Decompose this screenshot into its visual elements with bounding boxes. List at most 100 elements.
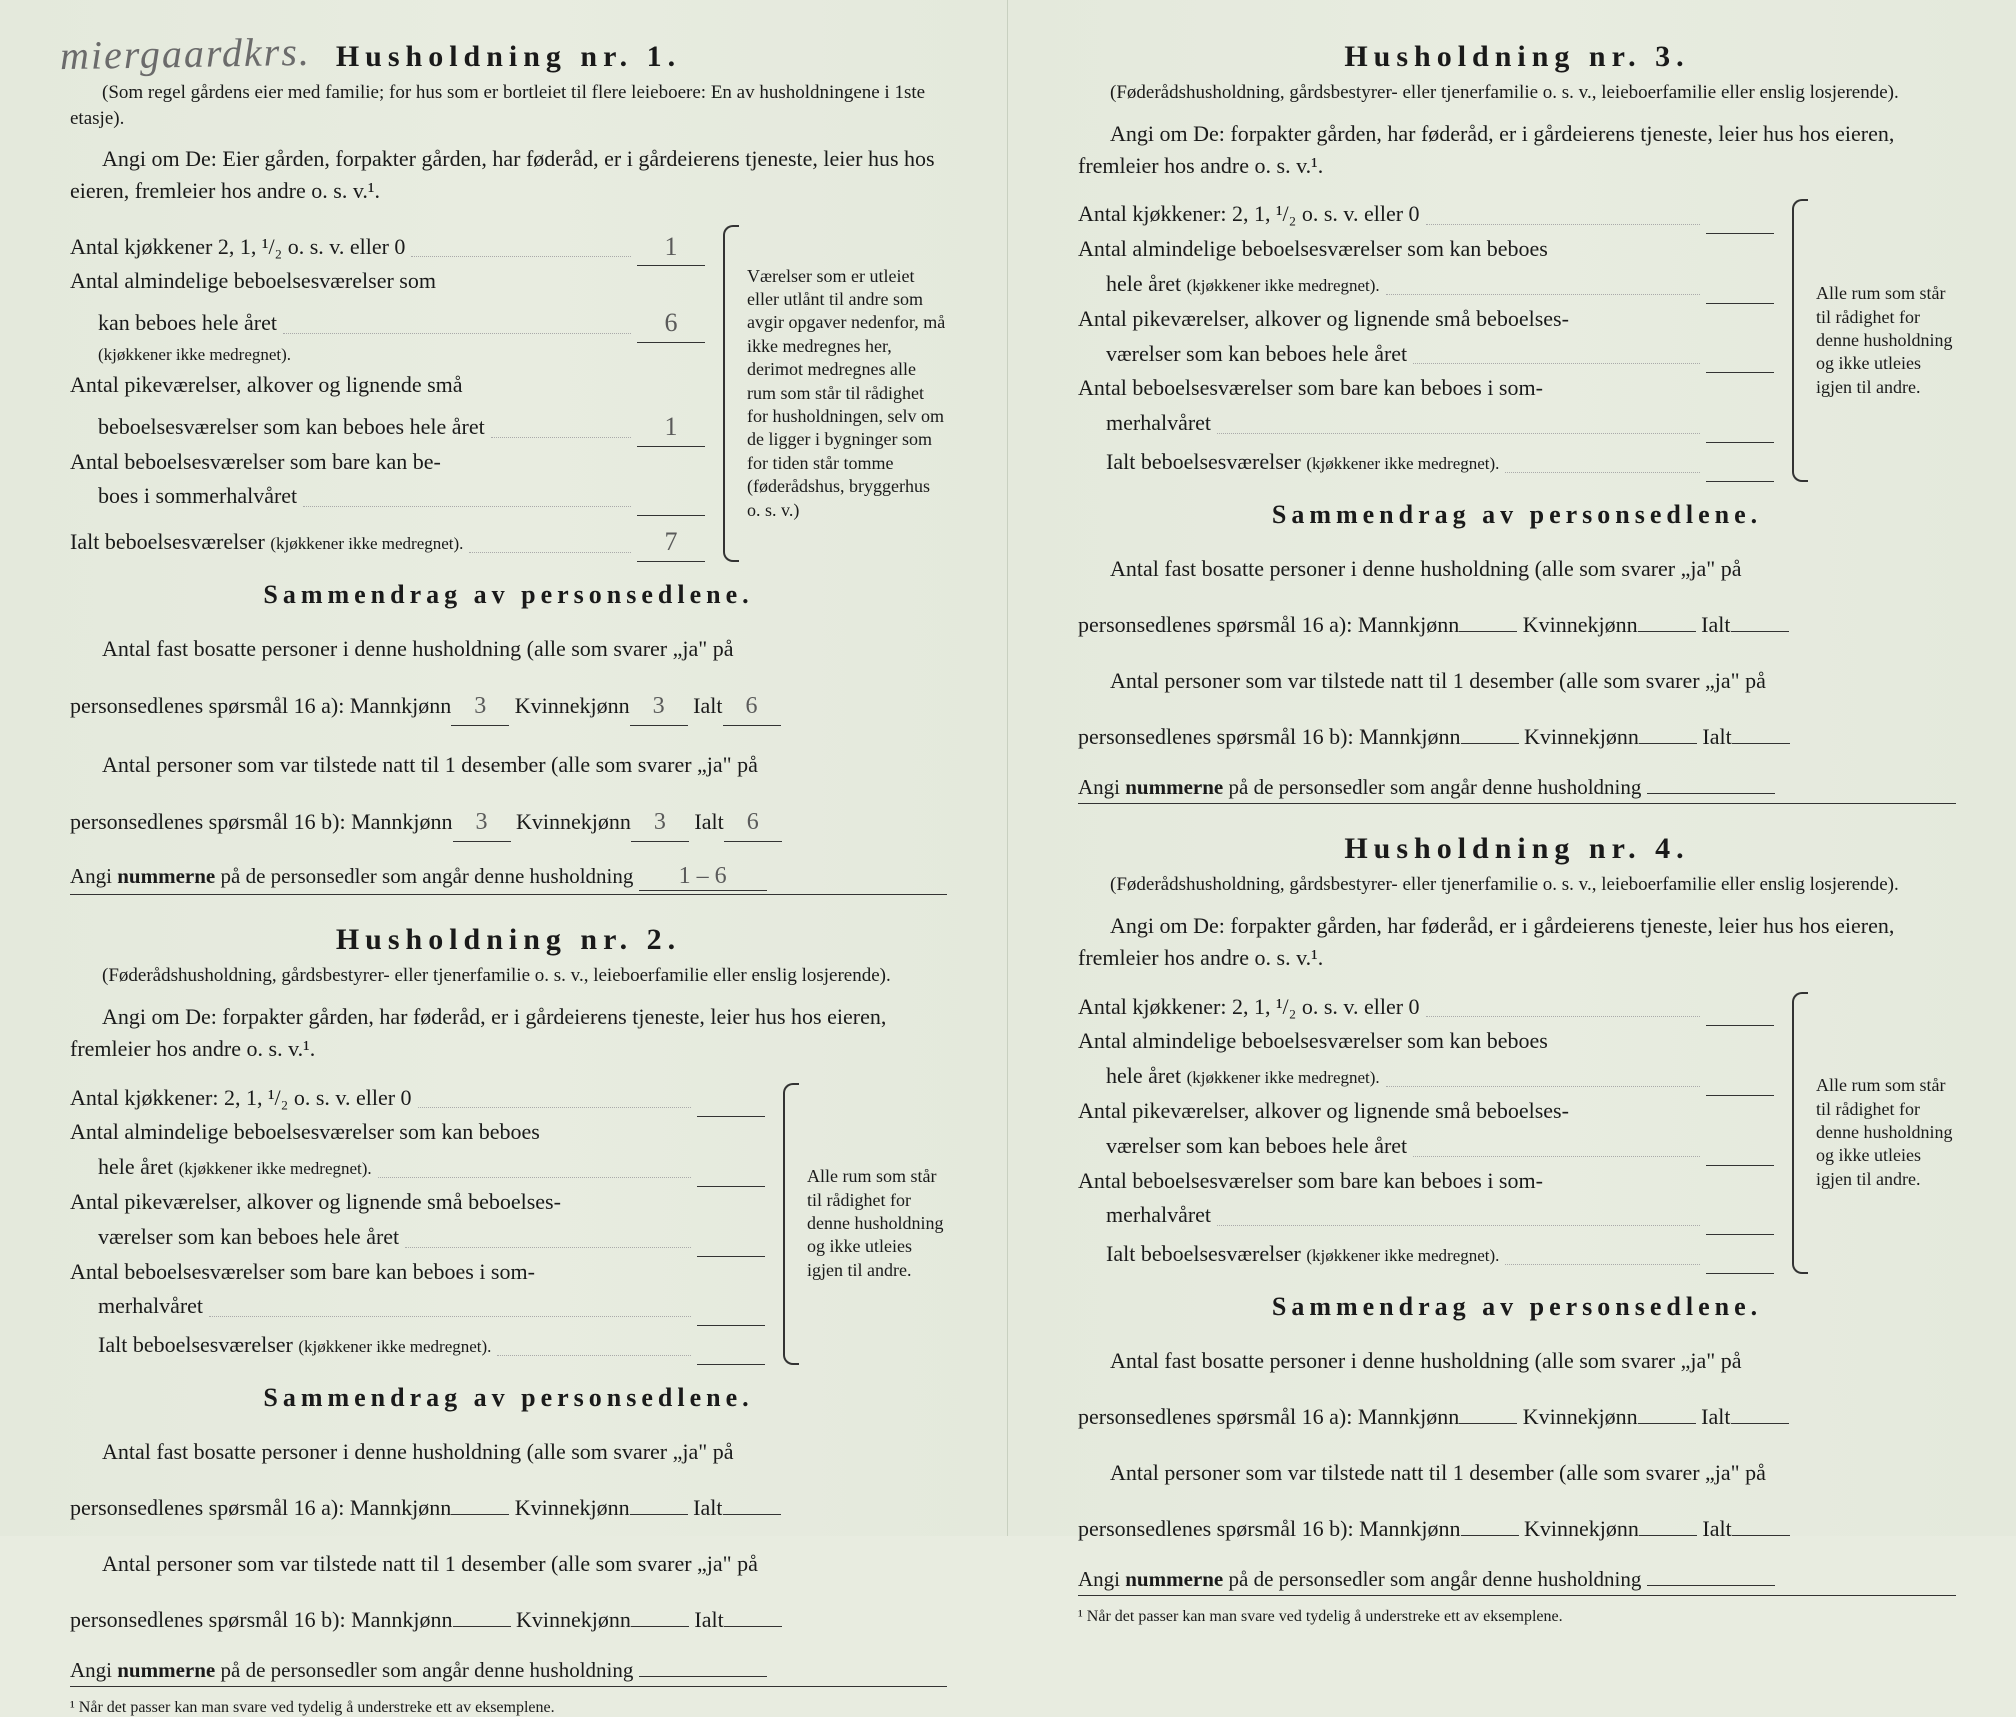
row-sommer-b: merhalvåret [70, 1291, 765, 1322]
footnote-right: ¹ Når det passer kan man svare ved tydel… [1078, 1608, 1956, 1626]
label: (kjøkkener ikke medregnet). [98, 343, 291, 367]
mann-a [451, 1514, 509, 1515]
dots [378, 1177, 691, 1178]
row-pike-a: Antal pikeværelser, alkover og lignende … [1078, 1096, 1774, 1127]
row-alm-b: hele året (kjøkkener ikke medregnet). [1078, 1061, 1774, 1092]
row-pike-a: Antal pikeværelser, alkover og lignende … [70, 1187, 765, 1218]
value-pike [697, 1256, 765, 1257]
row-alm-b: hele året (kjøkkener ikke medregnet). [1078, 269, 1774, 300]
ialt-b [724, 1626, 782, 1627]
household-1-brace-note: Værelser som er utleiet eller utlånt til… [723, 225, 947, 562]
dots [469, 552, 631, 553]
mann-b [1461, 743, 1519, 744]
ialt-b: 6 [724, 804, 782, 842]
summary-16b-text: Antal personer som var tilstede natt til… [70, 748, 947, 782]
value-kjokken: 1 [637, 229, 705, 266]
dots [405, 1247, 691, 1248]
value-pike: 1 [637, 409, 705, 446]
mann-b: 3 [453, 804, 511, 842]
summary-16a-text: Antal fast bosatte personer i denne hush… [70, 1435, 947, 1469]
household-3-rooms: Antal kjøkkener: 2, 1, ¹/₂ o. s. v. elle… [1078, 199, 1956, 481]
handwritten-annotation: miergaardkrs. [60, 28, 312, 79]
label: Antal beboelsesværelser som bare kan beb… [1078, 373, 1543, 404]
nummerne-value [1647, 793, 1775, 794]
label: Antal almindelige beboelsesværelser som [70, 266, 436, 297]
household-1-room-lines: Antal kjøkkener 2, 1, ¹/₂ o. s. v. eller… [70, 225, 705, 562]
dots [1426, 1016, 1700, 1017]
label-kjokken: Antal kjøkkener: 2, 1, ¹/₂ o. s. v. elle… [1078, 199, 1420, 230]
dots [497, 1355, 691, 1356]
row-ialt: Ialt beboelsesværelser (kjøkkener ikke m… [70, 1330, 765, 1361]
kvinne-b [631, 1626, 689, 1627]
kvinne-a: 3 [630, 688, 688, 726]
dots [1217, 433, 1700, 434]
mann-b [453, 1626, 511, 1627]
dots [1386, 1086, 1700, 1087]
label-kjokken: Antal kjøkkener: 2, 1, ¹/₂ o. s. v. elle… [70, 1083, 412, 1114]
row-ialt: Ialt beboelsesværelser (kjøkkener ikke m… [70, 520, 705, 557]
row-sommer-a: Antal beboelsesværelser som bare kan be- [70, 447, 705, 478]
summary-16b-values: personsedlenes spørsmål 16 b): Mannkjønn… [1078, 720, 1956, 754]
label: merhalvåret [98, 1291, 203, 1322]
mann-a [1459, 631, 1517, 632]
label: merhalvåret [1106, 408, 1211, 439]
label-kjokken: Antal kjøkkener: 2, 1, ¹/₂ o. s. v. elle… [1078, 992, 1420, 1023]
value-sommer [697, 1325, 765, 1326]
summary-16b-text: Antal personer som var tilstede natt til… [1078, 664, 1956, 698]
dots [1413, 1156, 1700, 1157]
household-3-title: Husholdning nr. 3. [1078, 40, 1956, 74]
household-4: Husholdning nr. 4. (Føderådshusholdning,… [1078, 832, 1956, 1626]
label: hele året (kjøkkener ikke medregnet). [98, 1152, 372, 1183]
household-2: Husholdning nr. 2. (Føderådshusholdning,… [70, 923, 947, 1717]
household-3: Husholdning nr. 3. (Føderådshusholdning,… [1078, 40, 1956, 804]
household-4-room-lines: Antal kjøkkener: 2, 1, ¹/₂ o. s. v. elle… [1078, 992, 1774, 1274]
label-kjokken: Antal kjøkkener 2, 1, ¹/₂ o. s. v. eller… [70, 232, 405, 263]
household-4-prompt: Angi om De: forpakter gården, har føderå… [1078, 910, 1956, 974]
footnote-left: ¹ Når det passer kan man svare ved tydel… [70, 1699, 947, 1717]
row-pike-a: Antal pikeværelser, alkover og lignende … [70, 370, 705, 401]
label: kan beboes hele året [98, 308, 277, 339]
kvinne-a [1638, 1423, 1696, 1424]
summary-16a-values: personsedlenes spørsmål 16 a): Mannkjønn… [70, 1491, 947, 1525]
kvinne-b: 3 [631, 804, 689, 842]
household-1-rooms: Antal kjøkkener 2, 1, ¹/₂ o. s. v. eller… [70, 225, 947, 562]
summary-16b-text: Antal personer som var tilstede natt til… [70, 1547, 947, 1581]
label: Antal beboelsesværelser som bare kan be- [70, 447, 441, 478]
label: merhalvåret [1106, 1200, 1211, 1231]
household-4-summary-title: Sammendrag av personsedlene. [1078, 1292, 1956, 1322]
page-left: miergaardkrs. Husholdning nr. 1. (Som re… [0, 0, 1008, 1536]
row-alm-b: kan beboes hele året 6 [70, 301, 705, 338]
label: Ialt beboelsesværelser (kjøkkener ikke m… [70, 527, 463, 558]
row-alm-a: Antal almindelige beboelsesværelser som … [1078, 234, 1774, 265]
dots [1426, 224, 1700, 225]
household-1-subtitle: (Som regel gårdens eier med familie; for… [70, 80, 947, 131]
label: Ialt beboelsesværelser (kjøkkener ikke m… [98, 1330, 491, 1361]
household-2-subtitle: (Føderådshusholdning, gårdsbestyrer- ell… [70, 963, 947, 989]
row-kjokken: Antal kjøkkener: 2, 1, ¹/₂ o. s. v. elle… [1078, 992, 1774, 1023]
household-2-brace-note: Alle rum som står til rådighet for denne… [783, 1083, 947, 1365]
dots [1217, 1225, 1700, 1226]
summary-16a-values: personsedlenes spørsmål 16 a): Mannkjønn… [1078, 1400, 1956, 1434]
household-1: Husholdning nr. 1. (Som regel gårdens ei… [70, 40, 947, 895]
label: Antal beboelsesværelser som bare kan beb… [1078, 1166, 1543, 1197]
value-sommer [1706, 442, 1774, 443]
household-3-subtitle: (Føderådshusholdning, gårdsbestyrer- ell… [1078, 80, 1956, 106]
nummerne-value [1647, 1585, 1775, 1586]
row-alm-a: Antal almindelige beboelsesværelser som … [1078, 1026, 1774, 1057]
row-alm-a: Antal almindelige beboelsesværelser som [70, 266, 705, 297]
label: Antal pikeværelser, alkover og lignende … [70, 1187, 561, 1218]
row-alm-b: hele året (kjøkkener ikke medregnet). [70, 1152, 765, 1183]
summary-16a-text: Antal fast bosatte personer i denne hush… [1078, 552, 1956, 586]
summary-16b-values: personsedlenes spørsmål 16 b): Mannkjønn… [1078, 1512, 1956, 1546]
label: Antal almindelige beboelsesværelser som … [1078, 1026, 1548, 1057]
household-4-brace-note: Alle rum som står til rådighet for denne… [1792, 992, 1956, 1274]
ialt-a [1731, 631, 1789, 632]
value-alm [697, 1186, 765, 1187]
row-kjokken: Antal kjøkkener: 2, 1, ¹/₂ o. s. v. elle… [70, 1083, 765, 1114]
household-2-title: Husholdning nr. 2. [70, 923, 947, 957]
row-pike-b: værelser som kan beboes hele året [1078, 1131, 1774, 1162]
summary-16b-text: Antal personer som var tilstede natt til… [1078, 1456, 1956, 1490]
row-kjokken: Antal kjøkkener: 2, 1, ¹/₂ o. s. v. elle… [1078, 199, 1774, 230]
angi-nummerne-4: Angi nummerne på de personsedler som ang… [1078, 1567, 1956, 1596]
label: boes i sommerhalvåret [98, 481, 297, 512]
